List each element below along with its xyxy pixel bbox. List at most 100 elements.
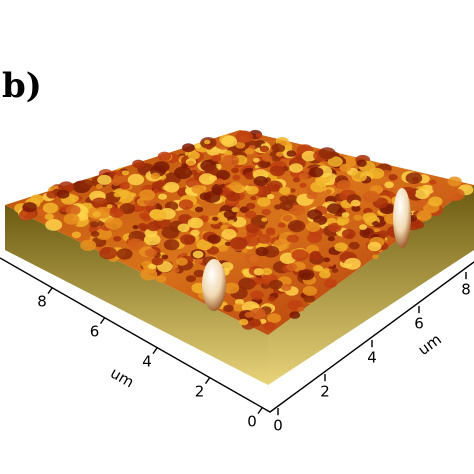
- grain: [286, 194, 298, 203]
- grain: [190, 229, 200, 237]
- grain: [246, 202, 256, 210]
- tick-label: 6: [90, 323, 100, 341]
- grain: [257, 161, 268, 168]
- grain: [271, 143, 286, 153]
- grain: [250, 290, 264, 300]
- grain: [191, 184, 205, 194]
- grain: [334, 242, 348, 252]
- grain: [127, 173, 145, 186]
- grain: [259, 145, 270, 153]
- grain: [232, 174, 241, 181]
- grain: [362, 230, 371, 236]
- grain: [446, 188, 465, 201]
- grain: [372, 221, 380, 226]
- grain: [276, 151, 284, 157]
- grain: [113, 191, 122, 198]
- grain: [288, 220, 306, 233]
- grain: [97, 174, 112, 185]
- grain: [192, 250, 204, 259]
- grain: [186, 160, 195, 166]
- grain: [263, 321, 276, 331]
- grain: [119, 203, 136, 215]
- grain: [428, 196, 443, 207]
- grain: [266, 193, 275, 200]
- grain: [152, 188, 159, 193]
- grain: [301, 150, 317, 162]
- grain: [139, 225, 148, 232]
- grain: [211, 154, 222, 162]
- grain: [309, 252, 322, 261]
- grain: [253, 268, 265, 276]
- grain: [132, 159, 145, 169]
- grain: [148, 263, 157, 270]
- grain: [46, 191, 58, 199]
- grain: [245, 253, 263, 266]
- grain: [305, 221, 321, 232]
- grain: [323, 257, 331, 263]
- grain: [429, 179, 437, 185]
- grain: [185, 275, 197, 283]
- tick-label: 4: [367, 349, 377, 367]
- peak: [202, 259, 226, 311]
- grain: [277, 222, 286, 228]
- grain: [252, 157, 260, 163]
- grain: [146, 221, 161, 232]
- grain: [245, 147, 255, 155]
- grain: [56, 189, 70, 199]
- grain: [215, 178, 225, 185]
- grain: [161, 254, 169, 260]
- grain: [232, 303, 245, 312]
- grain: [121, 170, 129, 176]
- grain: [163, 239, 180, 251]
- grain: [226, 191, 241, 202]
- tick: [257, 407, 263, 415]
- grain: [44, 213, 54, 220]
- grain: [113, 173, 127, 183]
- grain: [80, 239, 97, 251]
- grain: [416, 210, 432, 221]
- grain: [221, 135, 238, 147]
- grain: [336, 219, 347, 226]
- grain: [265, 229, 276, 236]
- grain: [139, 189, 156, 201]
- grain: [157, 151, 172, 161]
- grain: [172, 268, 180, 273]
- grain: [144, 248, 158, 258]
- grain: [324, 254, 340, 266]
- grain: [268, 279, 283, 290]
- grain: [327, 156, 343, 167]
- grain: [289, 188, 296, 193]
- grain: [194, 206, 204, 213]
- grain: [308, 167, 324, 178]
- grain: [127, 238, 144, 251]
- tick-label: 8: [461, 281, 471, 299]
- axis-label: um: [415, 330, 445, 359]
- grain: [231, 167, 240, 174]
- grain: [42, 202, 59, 214]
- grain: [282, 214, 293, 222]
- grain: [235, 141, 246, 149]
- grain: [323, 278, 337, 289]
- grain: [223, 282, 240, 294]
- grain: [228, 181, 243, 192]
- grain: [372, 254, 379, 259]
- grain: [298, 269, 315, 281]
- grain: [45, 219, 63, 231]
- grain: [79, 179, 94, 189]
- grain: [354, 220, 361, 226]
- peak: [393, 188, 411, 248]
- grain: [142, 215, 151, 222]
- grain: [262, 154, 273, 163]
- grain: [231, 207, 239, 213]
- axis-label: um: [107, 364, 137, 392]
- grain: [388, 174, 398, 181]
- grain: [212, 216, 219, 221]
- grain: [261, 217, 268, 222]
- grain: [246, 186, 259, 195]
- grain: [312, 265, 323, 272]
- grain: [279, 186, 291, 195]
- grain: [182, 143, 195, 153]
- grain: [161, 226, 180, 239]
- grain: [18, 210, 34, 221]
- grain: [253, 176, 269, 187]
